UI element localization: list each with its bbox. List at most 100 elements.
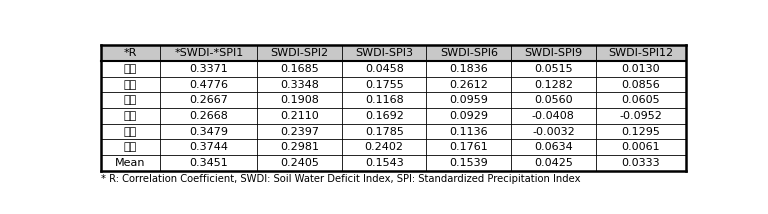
Text: 0.3744: 0.3744 bbox=[190, 142, 228, 152]
Bar bbox=[342, 139, 426, 155]
Text: * R: Correlation Coefficient, SWDI: Soil Water Deficit Index, SPI: Standardized : * R: Correlation Coefficient, SWDI: Soil… bbox=[101, 174, 581, 184]
Text: 부구: 부구 bbox=[124, 80, 137, 90]
Bar bbox=[257, 124, 342, 139]
Bar bbox=[596, 45, 687, 61]
Text: 0.1136: 0.1136 bbox=[449, 126, 488, 137]
Text: 0.3371: 0.3371 bbox=[190, 64, 228, 74]
Text: 0.3348: 0.3348 bbox=[280, 80, 319, 90]
Bar bbox=[161, 61, 257, 77]
Bar bbox=[342, 155, 426, 171]
Text: 0.1755: 0.1755 bbox=[365, 80, 403, 90]
Text: 0.1282: 0.1282 bbox=[534, 80, 573, 90]
Text: 0.2668: 0.2668 bbox=[190, 111, 228, 121]
Text: 0.1692: 0.1692 bbox=[365, 111, 404, 121]
Bar bbox=[511, 124, 596, 139]
Text: 0.4776: 0.4776 bbox=[190, 80, 228, 90]
Text: 0.2612: 0.2612 bbox=[449, 80, 488, 90]
Text: 0.1685: 0.1685 bbox=[280, 64, 319, 74]
Text: *R: *R bbox=[124, 48, 137, 58]
Text: 0.1295: 0.1295 bbox=[621, 126, 660, 137]
Bar bbox=[342, 61, 426, 77]
Text: 0.0560: 0.0560 bbox=[534, 95, 573, 105]
Bar bbox=[511, 155, 596, 171]
Text: 0.2405: 0.2405 bbox=[280, 158, 319, 168]
Bar bbox=[257, 108, 342, 124]
Bar bbox=[426, 77, 511, 92]
Bar bbox=[342, 108, 426, 124]
Text: -0.0952: -0.0952 bbox=[620, 111, 663, 121]
Text: 0.0856: 0.0856 bbox=[621, 80, 660, 90]
Bar bbox=[101, 124, 161, 139]
Bar bbox=[426, 108, 511, 124]
Text: 0.2981: 0.2981 bbox=[280, 142, 319, 152]
Bar bbox=[101, 45, 161, 61]
Bar bbox=[342, 77, 426, 92]
Text: SWDI-SPI9: SWDI-SPI9 bbox=[525, 48, 582, 58]
Bar bbox=[101, 92, 161, 108]
Text: *SWDI-*SPI1: *SWDI-*SPI1 bbox=[174, 48, 243, 58]
Text: -0.0408: -0.0408 bbox=[532, 111, 574, 121]
Bar bbox=[511, 45, 596, 61]
Text: 계북: 계북 bbox=[124, 111, 137, 121]
Text: 0.1168: 0.1168 bbox=[365, 95, 403, 105]
Text: 0.3479: 0.3479 bbox=[190, 126, 228, 137]
Text: Mean: Mean bbox=[115, 158, 146, 168]
Text: 0.0130: 0.0130 bbox=[622, 64, 660, 74]
Text: SWDI-SPI12: SWDI-SPI12 bbox=[608, 48, 674, 58]
Text: 0.1785: 0.1785 bbox=[365, 126, 404, 137]
Bar bbox=[101, 108, 161, 124]
Text: 주쳄: 주쳄 bbox=[124, 126, 137, 137]
Bar bbox=[596, 77, 687, 92]
Bar bbox=[426, 45, 511, 61]
Text: 0.3451: 0.3451 bbox=[190, 158, 228, 168]
Text: 상전: 상전 bbox=[124, 142, 137, 152]
Bar bbox=[161, 124, 257, 139]
Bar bbox=[426, 124, 511, 139]
Text: 0.1539: 0.1539 bbox=[449, 158, 488, 168]
Text: 0.0605: 0.0605 bbox=[622, 95, 660, 105]
Text: -0.0032: -0.0032 bbox=[532, 126, 574, 137]
Text: 0.0959: 0.0959 bbox=[449, 95, 488, 105]
Bar bbox=[342, 92, 426, 108]
Bar bbox=[596, 155, 687, 171]
Text: 0.2667: 0.2667 bbox=[190, 95, 228, 105]
Bar bbox=[101, 77, 161, 92]
Text: 0.1908: 0.1908 bbox=[280, 95, 319, 105]
Text: 0.1836: 0.1836 bbox=[449, 64, 488, 74]
Text: 0.0929: 0.0929 bbox=[449, 111, 488, 121]
Bar bbox=[511, 108, 596, 124]
Text: 0.0515: 0.0515 bbox=[534, 64, 573, 74]
Bar bbox=[596, 124, 687, 139]
Bar bbox=[257, 139, 342, 155]
Text: 안쳌: 안쳌 bbox=[124, 64, 137, 74]
Bar bbox=[342, 45, 426, 61]
Text: SWDI-SPI6: SWDI-SPI6 bbox=[440, 48, 498, 58]
Text: SWDI-SPI3: SWDI-SPI3 bbox=[356, 48, 413, 58]
Bar bbox=[161, 77, 257, 92]
Bar bbox=[426, 139, 511, 155]
Text: 0.0458: 0.0458 bbox=[365, 64, 404, 74]
Text: 0.1543: 0.1543 bbox=[365, 158, 403, 168]
Bar bbox=[161, 155, 257, 171]
Text: 0.2402: 0.2402 bbox=[365, 142, 404, 152]
Bar bbox=[511, 92, 596, 108]
Bar bbox=[257, 92, 342, 108]
Text: 쳄쳄: 쳄쳄 bbox=[124, 95, 137, 105]
Bar bbox=[161, 92, 257, 108]
Bar bbox=[161, 45, 257, 61]
Bar bbox=[426, 155, 511, 171]
Text: 0.1761: 0.1761 bbox=[449, 142, 488, 152]
Bar bbox=[596, 61, 687, 77]
Bar bbox=[101, 155, 161, 171]
Bar bbox=[257, 77, 342, 92]
Text: 0.0634: 0.0634 bbox=[534, 142, 573, 152]
Text: 0.0333: 0.0333 bbox=[622, 158, 660, 168]
Bar bbox=[511, 77, 596, 92]
Bar bbox=[101, 139, 161, 155]
Bar bbox=[101, 61, 161, 77]
Text: 0.0425: 0.0425 bbox=[534, 158, 573, 168]
Bar bbox=[161, 139, 257, 155]
Bar bbox=[342, 124, 426, 139]
Bar bbox=[596, 139, 687, 155]
Text: 0.2110: 0.2110 bbox=[280, 111, 319, 121]
